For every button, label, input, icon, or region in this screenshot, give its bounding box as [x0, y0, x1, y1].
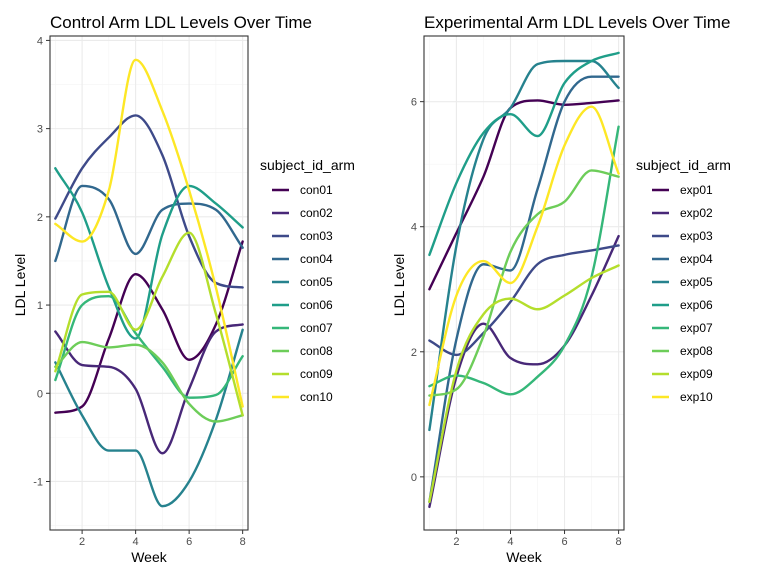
y-tick-label: 2: [37, 212, 43, 224]
legend-item-exp04: exp04: [652, 252, 713, 266]
series-line-con01: [54, 240, 244, 414]
panel-border: [49, 35, 249, 531]
legend-item-exp09: exp09: [652, 367, 713, 381]
legend-item-exp02: exp02: [652, 206, 713, 220]
legend-item-con09: con09: [272, 367, 333, 381]
legend-item-con05: con05: [272, 275, 333, 289]
legend-label-con06: con06: [300, 298, 333, 312]
series-line-exp06: [428, 51, 620, 257]
legend-item-exp03: exp03: [652, 229, 713, 243]
legend-label-exp03: exp03: [680, 229, 713, 243]
legend-item-con07: con07: [272, 321, 333, 335]
series-line-exp09: [428, 264, 620, 504]
y-axis-title: LDL Level: [391, 254, 407, 317]
control-arm-chart: Control Arm LDL Levels Over Time 2 4 6 8 -1 0…: [12, 13, 355, 565]
legend-label-exp08: exp08: [680, 344, 713, 358]
x-axis-title: Week: [506, 549, 543, 565]
series-line-exp07: [428, 125, 620, 396]
legend-label-con02: con02: [300, 206, 333, 220]
series-line-con04: [54, 184, 244, 263]
y-tick-label: -1: [33, 476, 43, 488]
series-line-exp08: [428, 169, 620, 397]
legend-item-exp08: exp08: [652, 344, 713, 358]
legend-label-exp01: exp01: [680, 183, 713, 197]
y-tick-label: 4: [37, 35, 43, 47]
x-tick-label: 2: [79, 536, 85, 548]
y-tick-label: 0: [411, 472, 417, 484]
chart-title: Experimental Arm LDL Levels Over Time: [424, 13, 730, 32]
plot-area: 2 4 6 8 -1 0 1 2 3 4: [33, 35, 249, 548]
x-tick-label: 6: [561, 536, 567, 548]
series-line-con06: [54, 167, 244, 340]
legend: subject_id_arm exp01 exp02 exp03 exp04 exp05…: [636, 157, 731, 404]
chart-title: Control Arm LDL Levels Over Time: [50, 13, 312, 32]
legend-label-con03: con03: [300, 229, 333, 243]
legend-item-con01: con01: [272, 183, 333, 197]
legend-label-exp06: exp06: [680, 298, 713, 312]
legend-label-con07: con07: [300, 321, 333, 335]
series-line-exp10: [428, 105, 620, 407]
x-axis-title: Week: [131, 549, 168, 565]
legend-label-con04: con04: [300, 252, 333, 266]
series-line-con09: [54, 231, 244, 417]
y-tick-label: 4: [411, 222, 417, 234]
legend-item-con02: con02: [272, 206, 333, 220]
y-tick-label: 1: [37, 300, 43, 312]
x-tick-label: 8: [616, 536, 622, 548]
legend-title: subject_id_arm: [260, 157, 355, 173]
experimental-arm-chart: Experimental Arm LDL Levels Over Time 2 4…: [391, 13, 731, 565]
legend-item-con10: con10: [272, 390, 333, 404]
series-line-con07: [54, 295, 244, 399]
legend-label-exp05: exp05: [680, 275, 713, 289]
series-line-exp04: [428, 75, 620, 504]
legend-item-con06: con06: [272, 298, 333, 312]
legend-title: subject_id_arm: [636, 157, 731, 173]
legend-item-exp06: exp06: [652, 298, 713, 312]
legend-label-con10: con10: [300, 390, 333, 404]
legend-item-exp07: exp07: [652, 321, 713, 335]
legend-item-exp05: exp05: [652, 275, 713, 289]
x-tick-label: 6: [186, 536, 192, 548]
x-tick-label: 2: [453, 536, 459, 548]
series-line-con10: [54, 58, 244, 408]
legend-item-exp10: exp10: [652, 390, 713, 404]
series-line-con08: [54, 340, 244, 423]
series-line-exp05: [428, 59, 620, 432]
x-tick-label: 8: [240, 536, 246, 548]
legend-item-con08: con08: [272, 344, 333, 358]
series-line-exp02: [428, 234, 620, 509]
y-tick-label: 2: [411, 347, 417, 359]
legend-item-con03: con03: [272, 229, 333, 243]
legend-item-con04: con04: [272, 252, 333, 266]
plot-area: 2 4 6 8 0 2 4 6: [411, 35, 625, 548]
x-tick-label: 4: [133, 536, 139, 548]
legend: subject_id_arm con01 con02 con03 con04 con05…: [260, 157, 355, 404]
legend-label-con09: con09: [300, 367, 333, 381]
legend-label-con01: con01: [300, 183, 333, 197]
y-tick-label: 3: [37, 124, 43, 136]
legend-label-exp07: exp07: [680, 321, 713, 335]
y-axis-title: LDL Level: [12, 254, 28, 317]
legend-item-exp01: exp01: [652, 183, 713, 197]
legend-label-exp09: exp09: [680, 367, 713, 381]
panel-border: [423, 35, 625, 531]
series-line-con03: [54, 114, 244, 289]
legend-label-con08: con08: [300, 344, 333, 358]
x-tick-label: 4: [507, 536, 513, 548]
y-tick-label: 0: [37, 388, 43, 400]
series-line-con05: [54, 328, 244, 508]
legend-label-exp10: exp10: [680, 390, 713, 404]
legend-label-con05: con05: [300, 275, 333, 289]
legend-label-exp04: exp04: [680, 252, 713, 266]
y-tick-label: 6: [411, 97, 417, 109]
series-line-exp03: [428, 244, 620, 357]
series-line-con02: [54, 323, 244, 455]
legend-label-exp02: exp02: [680, 206, 713, 220]
